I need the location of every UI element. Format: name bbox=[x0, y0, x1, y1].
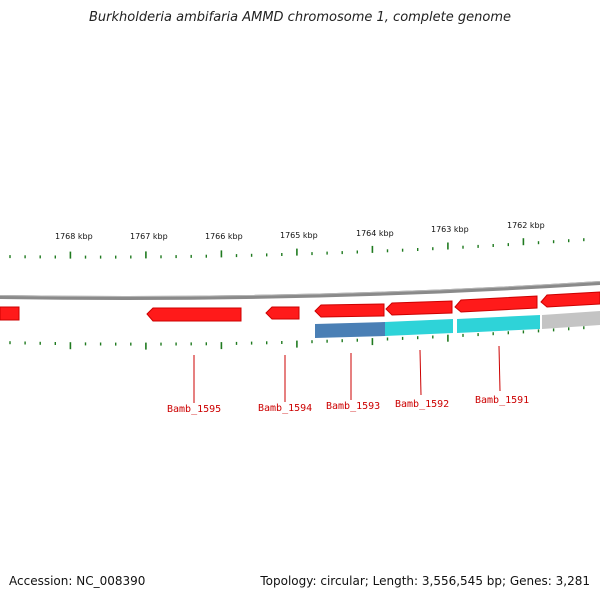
scale-label: 1762 kbp bbox=[507, 221, 545, 230]
genome-backbone-highlight bbox=[0, 281, 600, 298]
gene-arrow-bamb-1591[interactable] bbox=[454, 295, 538, 313]
scale-label: 1768 kbp bbox=[55, 232, 93, 241]
gene-arrow[interactable] bbox=[0, 306, 20, 321]
gene-label-bamb-1595[interactable]: Bamb_1595 bbox=[167, 404, 221, 415]
gene-label-bamb-1592[interactable]: Bamb_1592 bbox=[395, 399, 449, 410]
feature-block-cyan[interactable] bbox=[385, 319, 453, 336]
gene-label-bamb-1591[interactable]: Bamb_1591 bbox=[475, 395, 529, 406]
feature-track bbox=[315, 311, 600, 338]
gene-label-leaders bbox=[193, 345, 501, 403]
gene-arrow-bamb-1595[interactable] bbox=[146, 307, 242, 322]
gene-arrow-bamb-1593[interactable] bbox=[314, 303, 385, 318]
gene-arrows bbox=[0, 291, 600, 322]
accession-text: Accession: NC_008390 bbox=[9, 574, 146, 588]
scale-label: 1767 kbp bbox=[130, 232, 168, 241]
scale-label: 1764 kbp bbox=[356, 229, 394, 238]
scale-label: 1766 kbp bbox=[205, 232, 243, 241]
genome-summary-text: Topology: circular; Length: 3,556,545 bp… bbox=[260, 574, 590, 588]
leader-line bbox=[419, 349, 422, 396]
gene-arrow[interactable] bbox=[540, 291, 600, 308]
scale-label: 1765 kbp bbox=[280, 231, 318, 240]
genome-backbone bbox=[0, 281, 600, 301]
gene-labels: Bamb_1595 Bamb_1594 Bamb_1593 Bamb_1592 … bbox=[167, 395, 529, 415]
gene-label-bamb-1593[interactable]: Bamb_1593 bbox=[326, 401, 380, 412]
map-title: Burkholderia ambifaria AMMD chromosome 1… bbox=[88, 10, 512, 25]
scale-label: 1763 kbp bbox=[431, 225, 469, 234]
scale-ticks-bottom bbox=[9, 326, 585, 350]
gene-arrow-bamb-1592[interactable] bbox=[385, 300, 453, 316]
gene-label-bamb-1594[interactable]: Bamb_1594 bbox=[258, 403, 312, 414]
scale-labels: 1768 kbp 1767 kbp 1766 kbp 1765 kbp 1764… bbox=[55, 221, 545, 241]
scale-ticks-top bbox=[9, 238, 585, 259]
leader-line bbox=[498, 345, 501, 392]
feature-block-blue[interactable] bbox=[315, 322, 385, 338]
feature-block-cyan[interactable] bbox=[457, 315, 540, 333]
feature-block-gray[interactable] bbox=[542, 311, 600, 329]
gene-arrow-bamb-1594[interactable] bbox=[265, 306, 300, 320]
